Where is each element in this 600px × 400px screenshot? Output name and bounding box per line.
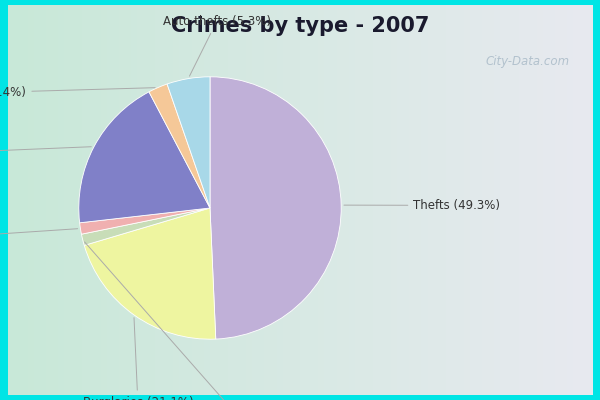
Text: Burglaries (21.1%): Burglaries (21.1%) [83, 318, 193, 400]
Wedge shape [82, 208, 210, 245]
Wedge shape [210, 77, 341, 339]
Text: Robberies (1.4%): Robberies (1.4%) [85, 242, 284, 400]
Wedge shape [79, 92, 210, 223]
Text: City-Data.com: City-Data.com [486, 56, 570, 68]
Text: Assaults (19.1%): Assaults (19.1%) [0, 146, 91, 159]
Text: Auto thefts (5.3%): Auto thefts (5.3%) [163, 15, 271, 76]
Wedge shape [80, 208, 210, 234]
Text: Crimes by type - 2007: Crimes by type - 2007 [171, 16, 429, 36]
Wedge shape [84, 208, 216, 339]
Text: Arson (1.4%): Arson (1.4%) [0, 229, 77, 243]
Text: Rapes (2.4%): Rapes (2.4%) [0, 86, 155, 99]
Text: Thefts (49.3%): Thefts (49.3%) [344, 199, 500, 212]
Wedge shape [149, 84, 210, 208]
Wedge shape [167, 77, 210, 208]
